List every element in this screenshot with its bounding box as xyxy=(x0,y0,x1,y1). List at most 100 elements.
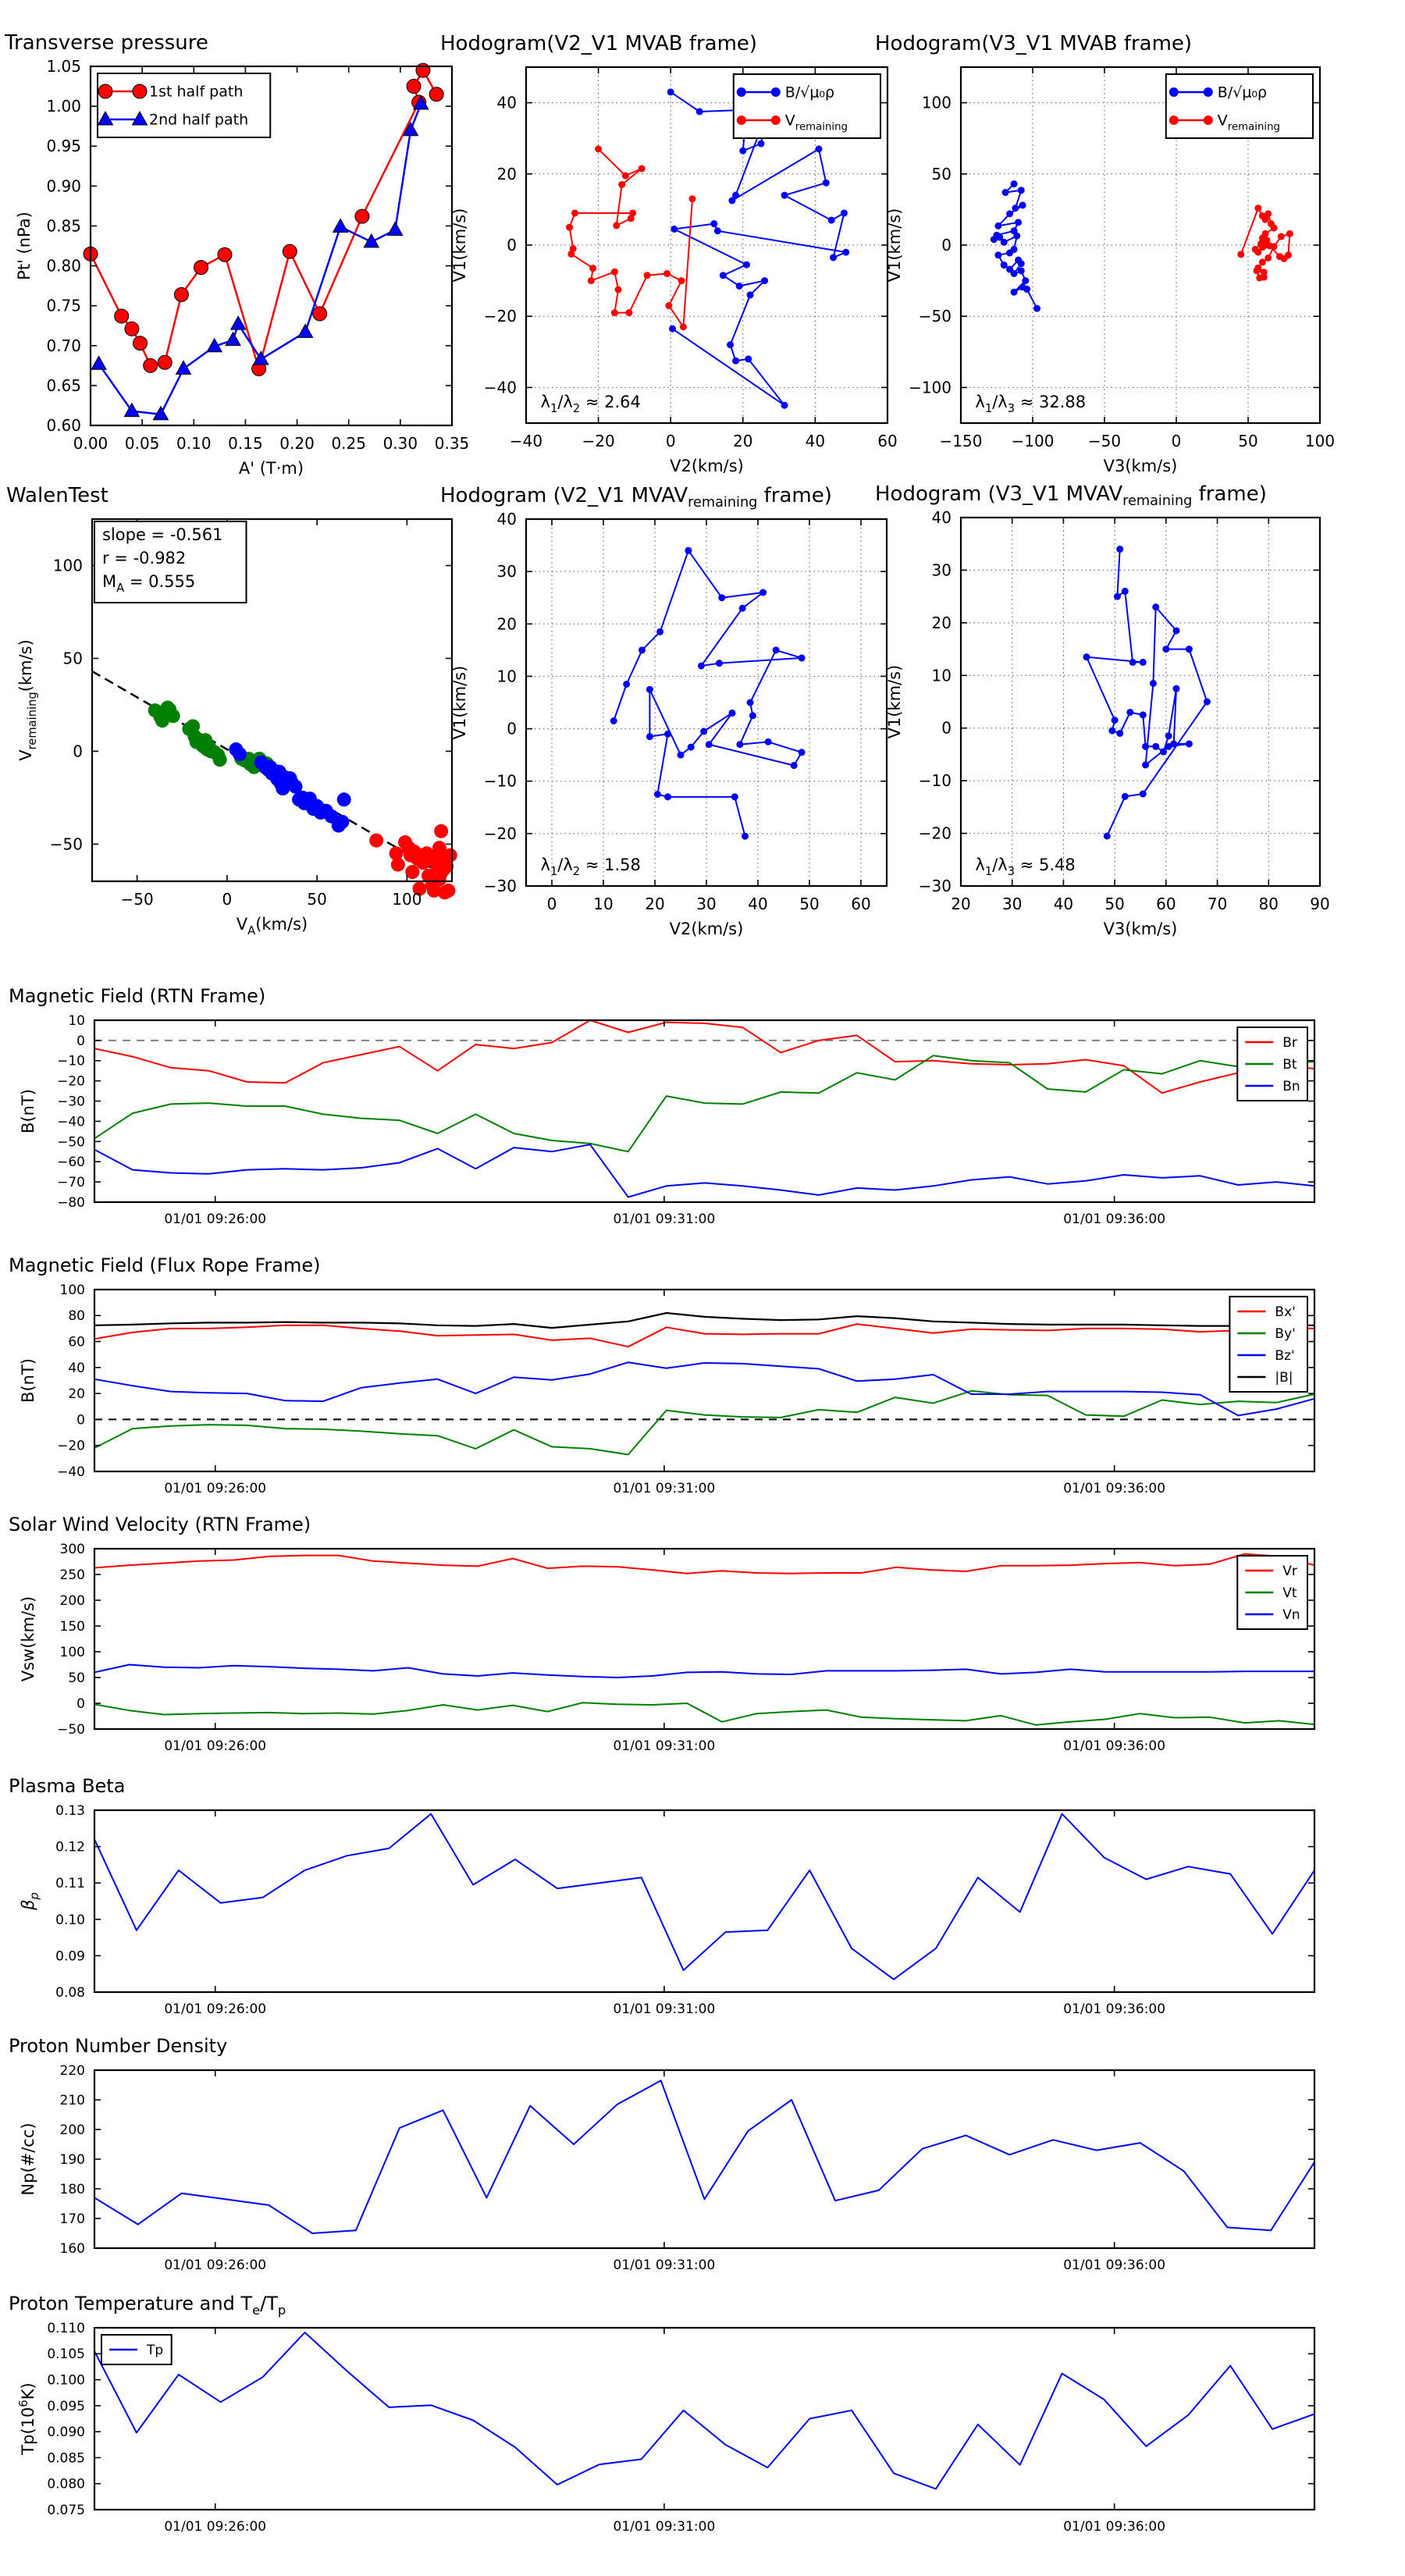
x-tick-label: −50 xyxy=(1088,432,1121,450)
panel-proton-temperature: Proton Temperature and Te/Tp 01/01 09:26… xyxy=(9,2293,1350,2568)
panel-magnetic-field-flux-rope: Magnetic Field (Flux Rope Frame) 01/01 0… xyxy=(9,1254,1350,1530)
y-tick-label: 0.95 xyxy=(46,137,81,155)
y-tick-label: 0.70 xyxy=(46,336,81,355)
y-tick-label: −30 xyxy=(484,877,517,895)
y-tick-label: 0.105 xyxy=(47,2347,85,2362)
panel-proton-number-density: Proton Number Density 01/01 09:26:00 01/0… xyxy=(9,2035,1350,2307)
x-tick-label: 10 xyxy=(593,895,613,913)
panel-solar-wind-velocity: Solar Wind Velocity (RTN Frame) 01/01 09… xyxy=(9,1514,1350,1788)
chart-canvas-walen-test: −50 0 50 100 −50 0 50 100 VA(km/s) Vremaining(km/… xyxy=(16,518,457,938)
eigenvalue-ratio-annotation: λ1/λ2 ≈ 2.64 xyxy=(541,393,641,415)
panel-plasma-beta: Plasma Beta 01/01 09:26:00 01/01 09:31:00… xyxy=(9,1775,1350,2051)
axis-ticks xyxy=(94,2327,1314,2510)
legend-label: Tp xyxy=(146,2343,163,2358)
y-tick-label: 10 xyxy=(68,1013,85,1029)
y-axis-label: Vremaining(km/s) xyxy=(16,639,39,761)
y-tick-label: 0.90 xyxy=(46,176,81,195)
y-tick-label: 0.075 xyxy=(47,2503,85,2518)
y-tick-label: 0.09 xyxy=(55,1948,85,1964)
legend-label: Vremaining xyxy=(1218,112,1280,133)
y-tick-label: 50 xyxy=(932,165,951,183)
axis-ticks xyxy=(94,1289,1314,1472)
y-tick-label: 170 xyxy=(60,2211,85,2227)
axes-frame xyxy=(93,2069,1316,2250)
y-tick-label: −10 xyxy=(57,1054,85,1069)
axis-tick-labels: 01/01 09:26:00 01/01 09:31:00 01/01 09:36:… xyxy=(60,2063,1165,2273)
axes-frame xyxy=(959,516,1321,888)
plot-title: Magnetic Field (Flux Rope Frame) xyxy=(9,1254,321,1276)
y-tick-label: 250 xyxy=(60,1567,85,1583)
series-Vt xyxy=(94,1702,1315,1726)
y-axis-label: V1(km/s) xyxy=(450,666,469,740)
x-tick-label: 100 xyxy=(392,890,422,909)
axis-ticks xyxy=(525,67,888,423)
x-tick-label: 60 xyxy=(851,895,870,913)
axis-tick-labels: 20 30 40 50 60 70 80 90 −30 −20 −10 0 10 20 30 40 xyxy=(919,508,1330,913)
y-tick-label: −20 xyxy=(484,824,517,843)
y-tick-label: 180 xyxy=(60,2182,85,2197)
axis-ticks xyxy=(94,1019,1314,1203)
x-tick-label: 0 xyxy=(1172,432,1182,450)
axes-frame xyxy=(93,2326,1316,2511)
y-axis-label: βp xyxy=(19,1892,41,1911)
x-tick-label: −40 xyxy=(510,432,542,450)
x-tick-label: 01/01 09:36:00 xyxy=(1063,1481,1165,1496)
y-tick-label: 20 xyxy=(497,165,517,183)
y-tick-label: −50 xyxy=(57,1722,85,1738)
legend-label: Bz' xyxy=(1275,1348,1294,1364)
y-tick-label: 30 xyxy=(932,560,951,579)
x-tick-label: 60 xyxy=(877,432,897,450)
y-tick-label: 10 xyxy=(497,667,517,685)
y-tick-label: 0 xyxy=(76,1034,85,1049)
plot-title: Hodogram(V3_V1 MVAB frame) xyxy=(875,32,1193,55)
y-tick-label: 220 xyxy=(60,2063,85,2079)
axis-tick-labels: −150 −100 −50 0 50 100 −100 −50 0 50 100 xyxy=(909,94,1335,450)
axis-tick-labels: 01/01 09:26:00 01/01 09:31:00 01/01 09:36:… xyxy=(57,1013,1165,1227)
x-tick-label: 50 xyxy=(1238,432,1257,450)
x-tick-label: 100 xyxy=(1305,432,1335,450)
chart-canvas-transverse-pressure: 0.00 0.05 0.10 0.15 0.20 0.25 0.30 0.35 0.60 0.65… xyxy=(15,57,469,478)
panel-magnetic-field-rtn: Magnetic Field (RTN Frame) 01/01 09:26:0… xyxy=(9,985,1350,1261)
x-tick-label: 01/01 09:36:00 xyxy=(1063,1738,1165,1754)
y-tick-label: 0.080 xyxy=(47,2477,85,2492)
x-tick-label: 0 xyxy=(222,890,233,909)
x-tick-label: 20 xyxy=(733,432,752,450)
chart-canvas-hodogram-v2v1-mvab: −40 −20 0 20 40 60 −40 −20 0 20 40 V2(km/s) V1(km/s)… xyxy=(450,66,898,475)
y-tick-label: 0.12 xyxy=(55,1840,85,1856)
y-tick-label: 0 xyxy=(941,236,951,254)
y-tick-label: 10 xyxy=(932,666,951,685)
axes-frame xyxy=(93,1019,1316,1204)
y-tick-label: −10 xyxy=(919,771,951,790)
legend-label: 1st half path xyxy=(149,84,243,101)
axis-ticks xyxy=(960,67,1321,423)
y-tick-label: 80 xyxy=(68,1308,85,1324)
legend: Tp xyxy=(101,2334,173,2365)
y-tick-label: −100 xyxy=(909,378,951,397)
y-tick-label: 50 xyxy=(68,1670,85,1686)
x-tick-label: 0.20 xyxy=(279,434,315,453)
y-axis-label: V1(km/s) xyxy=(885,208,904,283)
x-tick-label: 40 xyxy=(806,432,825,450)
y-tick-label: −20 xyxy=(484,307,517,326)
x-tick-label: 40 xyxy=(748,895,767,913)
y-tick-label: 0.10 xyxy=(55,1912,85,1928)
eigenvalue-ratio-annotation: λ1/λ2 ≈ 1.58 xyxy=(540,856,640,878)
y-tick-label: 0 xyxy=(507,720,517,738)
axis-tick-labels: −50 0 50 100 −50 0 50 100 xyxy=(50,556,422,909)
plot-title: Magnetic Field (RTN Frame) xyxy=(9,985,266,1007)
legend-label: Vremaining xyxy=(785,112,848,133)
y-axis-label: Tp(106K) xyxy=(17,2382,37,2455)
y-axis-label: B(nT) xyxy=(19,1089,37,1133)
axes-frame xyxy=(93,1547,1316,1731)
x-tick-label: 50 xyxy=(799,895,819,913)
scatter-group-blue xyxy=(229,742,351,833)
series-Vn xyxy=(94,1663,1314,1678)
x-tick-label: 01/01 09:31:00 xyxy=(614,2519,716,2535)
x-tick-label: 30 xyxy=(1002,895,1022,913)
x-tick-label: 0.05 xyxy=(125,434,160,453)
x-tick-label: −100 xyxy=(1012,432,1055,450)
y-tick-label: 60 xyxy=(68,1335,85,1350)
y-tick-label: 200 xyxy=(60,1593,85,1609)
axis-tick-labels: 01/01 09:26:00 01/01 09:31:00 01/01 09:36:… xyxy=(57,1283,1165,1496)
stats-box: slope = -0.561 r = -0.982 MA = 0.555 xyxy=(94,521,247,603)
